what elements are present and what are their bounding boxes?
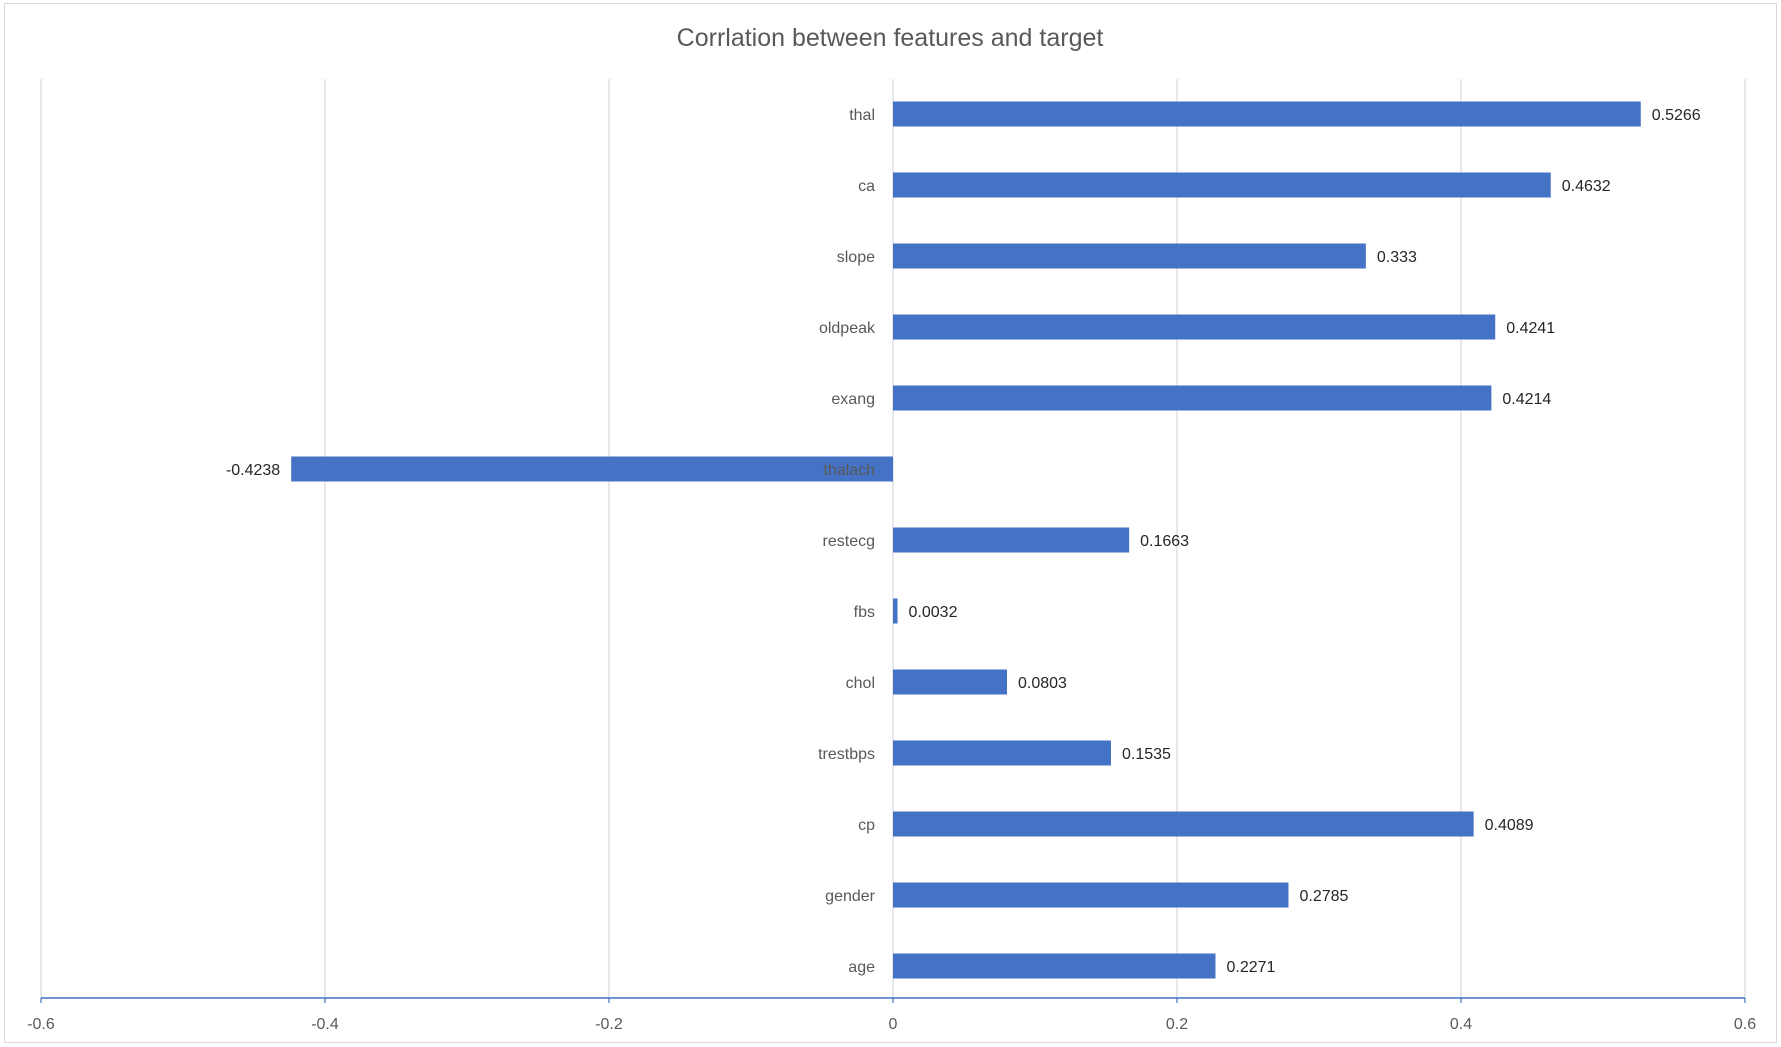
category-label-cp: cp bbox=[858, 817, 875, 834]
data-label-fbs: 0.0032 bbox=[909, 604, 958, 621]
bar-trestbps bbox=[893, 740, 1111, 766]
labels: thal 0.5266 ca 0.4632 slope 0.333 oldpeak 0.424… bbox=[226, 107, 1701, 976]
data-label-cp: 0.4089 bbox=[1485, 817, 1534, 834]
bar-restecg bbox=[893, 527, 1130, 553]
category-label-exang: exang bbox=[831, 391, 875, 408]
data-label-thal: 0.5266 bbox=[1652, 107, 1701, 124]
category-label-fbs: fbs bbox=[854, 604, 875, 621]
gridlines bbox=[40, 79, 1746, 998]
data-label-trestbps: 0.1535 bbox=[1122, 746, 1171, 763]
x-tick-label: 0.6 bbox=[1734, 1016, 1756, 1033]
category-label-ca: ca bbox=[858, 178, 875, 195]
category-label-slope: slope bbox=[837, 249, 875, 266]
data-label-restecg: 0.1663 bbox=[1140, 533, 1189, 550]
bar-chol bbox=[893, 669, 1008, 695]
category-label-thalach: thalach bbox=[823, 462, 875, 479]
data-label-chol: 0.0803 bbox=[1018, 675, 1067, 692]
bar-oldpeak bbox=[893, 314, 1496, 340]
x-tick-label: 0.4 bbox=[1450, 1016, 1472, 1033]
category-label-gender: gender bbox=[825, 888, 875, 905]
category-label-age: age bbox=[848, 959, 875, 976]
category-label-oldpeak: oldpeak bbox=[819, 320, 876, 337]
x-tick-label: 0 bbox=[889, 1016, 898, 1033]
category-label-trestbps: trestbps bbox=[818, 746, 875, 763]
x-tick-label: 0.2 bbox=[1166, 1016, 1188, 1033]
bar-fbs bbox=[893, 598, 898, 624]
data-label-ca: 0.4632 bbox=[1562, 178, 1611, 195]
x-tick-label: -0.6 bbox=[27, 1016, 55, 1033]
bar-slope bbox=[893, 243, 1366, 269]
data-label-oldpeak: 0.4241 bbox=[1506, 320, 1555, 337]
bar-thalach bbox=[291, 456, 894, 482]
x-tick-label: -0.4 bbox=[311, 1016, 339, 1033]
bar-thal bbox=[893, 101, 1641, 127]
data-label-slope: 0.333 bbox=[1377, 249, 1417, 266]
data-label-thalach: -0.4238 bbox=[226, 462, 280, 479]
chart-title: Corrlation between features and target bbox=[677, 24, 1104, 52]
data-label-gender: 0.2785 bbox=[1299, 888, 1348, 905]
bar-cp bbox=[893, 811, 1474, 837]
bar-ca bbox=[893, 172, 1551, 198]
bar-gender bbox=[893, 882, 1289, 908]
category-label-thal: thal bbox=[849, 107, 875, 124]
bar-age bbox=[893, 953, 1216, 979]
data-label-age: 0.2271 bbox=[1226, 959, 1275, 976]
bars bbox=[291, 101, 1641, 979]
data-label-exang: 0.4214 bbox=[1502, 391, 1551, 408]
category-label-chol: chol bbox=[846, 675, 875, 692]
category-label-restecg: restecg bbox=[823, 533, 875, 550]
bar-exang bbox=[893, 385, 1492, 411]
x-axis: -0.6 -0.4 -0.2 0 0.2 0.4 0.6 bbox=[27, 997, 1756, 1033]
x-tick-label: -0.2 bbox=[595, 1016, 623, 1033]
